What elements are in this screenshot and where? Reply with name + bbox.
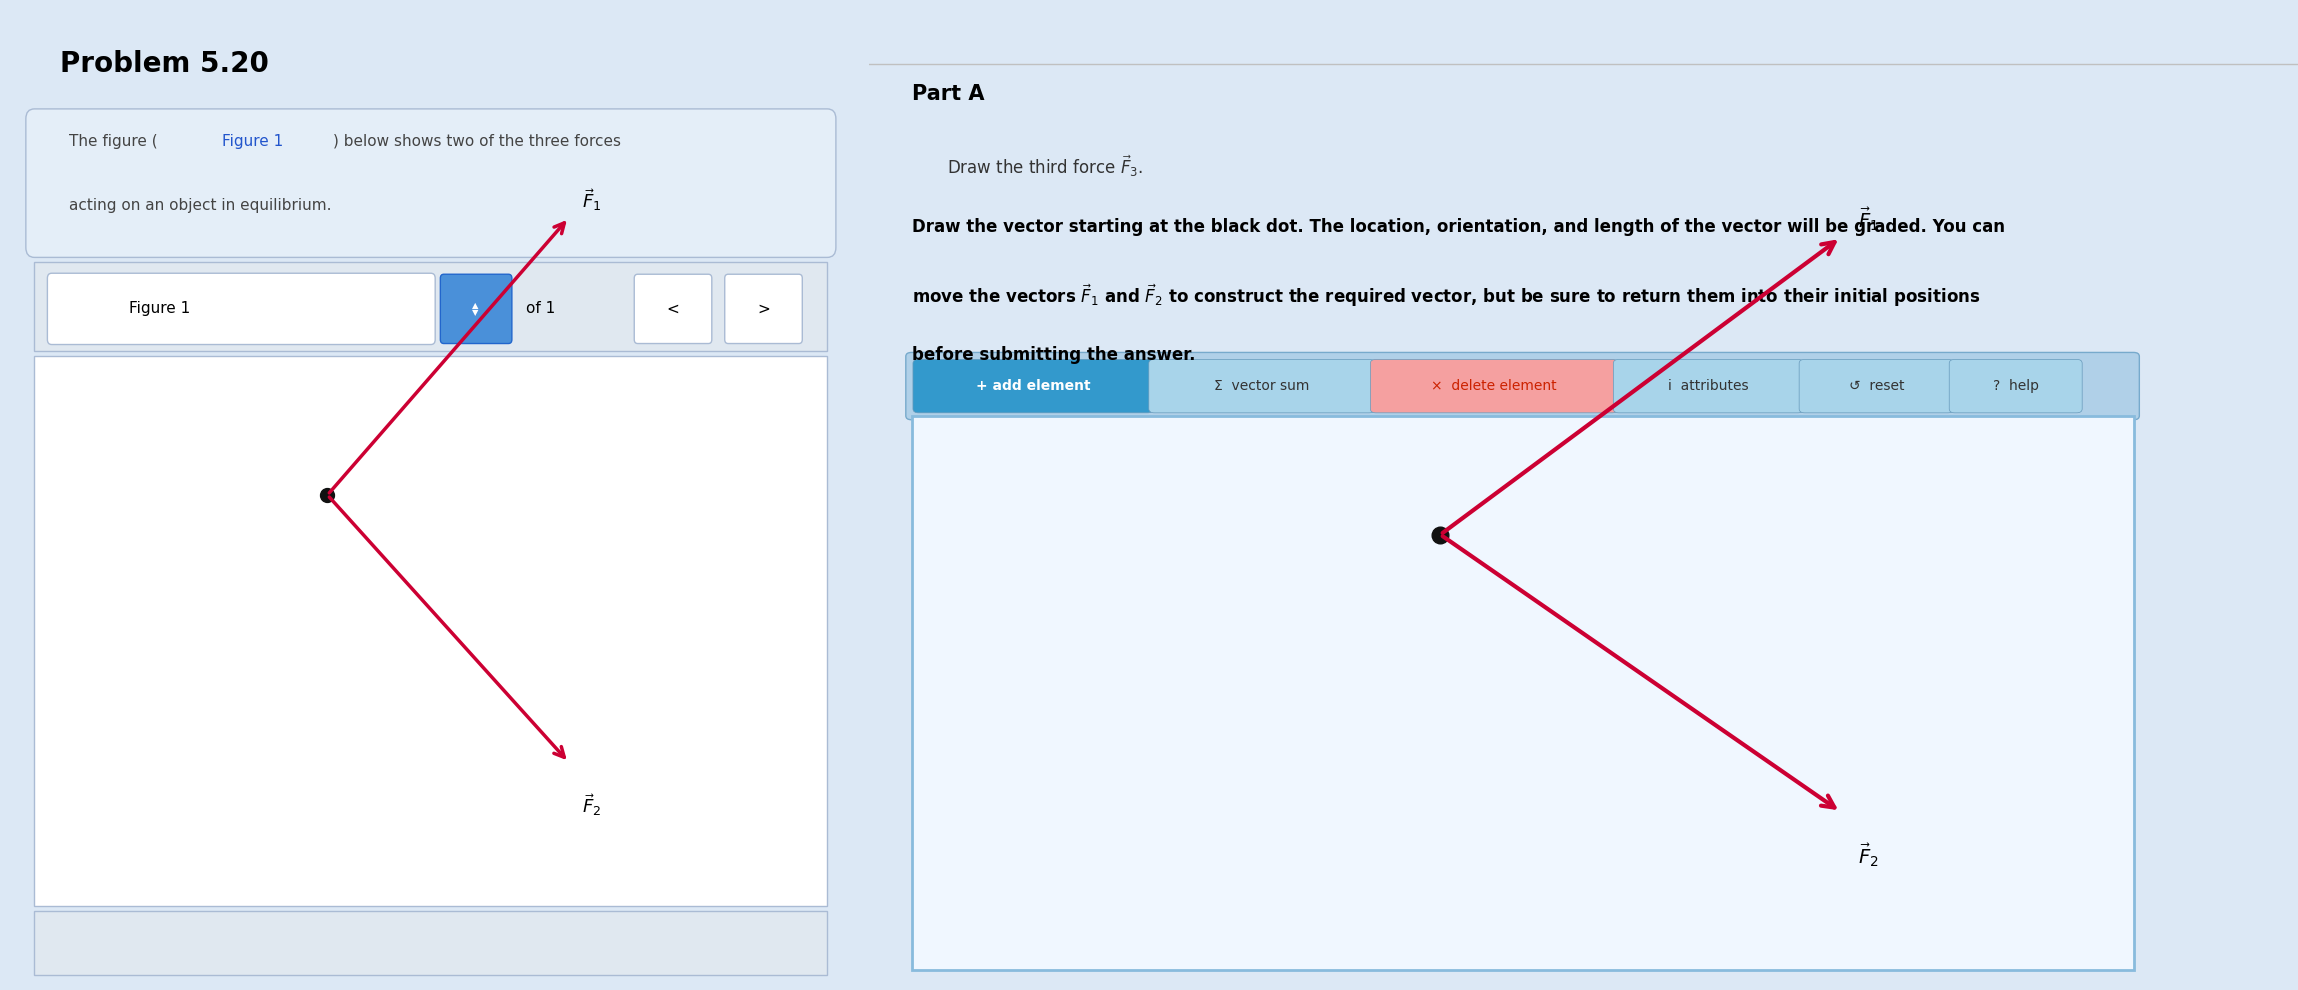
Text: <: < (666, 301, 680, 317)
Text: Figure 1: Figure 1 (129, 301, 191, 317)
Text: i  attributes: i attributes (1668, 379, 1749, 393)
FancyBboxPatch shape (724, 274, 802, 344)
FancyBboxPatch shape (441, 274, 512, 344)
FancyBboxPatch shape (34, 356, 827, 906)
FancyBboxPatch shape (1799, 359, 1953, 413)
Text: Problem 5.20: Problem 5.20 (60, 50, 269, 77)
FancyBboxPatch shape (1370, 359, 1618, 413)
FancyBboxPatch shape (905, 352, 2139, 420)
Text: $\vec{F}_1$: $\vec{F}_1$ (1857, 205, 1877, 233)
Text: ?  help: ? help (1992, 379, 2038, 393)
Text: move the vectors $\vec{F}_1$ and $\vec{F}_2$ to construct the required vector, b: move the vectors $\vec{F}_1$ and $\vec{F… (912, 282, 1981, 309)
Text: Draw the vector starting at the black dot. The location, orientation, and length: Draw the vector starting at the black do… (912, 218, 2004, 236)
Text: Σ  vector sum: Σ vector sum (1213, 379, 1310, 393)
FancyBboxPatch shape (912, 359, 1154, 413)
Text: $\vec{F}_1$: $\vec{F}_1$ (581, 187, 602, 213)
Text: ) below shows two of the three forces: ) below shows two of the three forces (333, 134, 620, 148)
Text: before submitting the answer.: before submitting the answer. (912, 346, 1195, 364)
FancyBboxPatch shape (634, 274, 712, 344)
Text: Draw the third force $\vec{F}_3$.: Draw the third force $\vec{F}_3$. (947, 153, 1144, 179)
Text: + add element: + add element (977, 379, 1089, 393)
FancyBboxPatch shape (34, 911, 827, 975)
Text: Figure 1: Figure 1 (223, 134, 283, 148)
Text: >: > (756, 301, 770, 317)
FancyBboxPatch shape (912, 416, 2133, 970)
FancyBboxPatch shape (1949, 359, 2082, 413)
Text: ×  delete element: × delete element (1432, 379, 1556, 393)
Text: acting on an object in equilibrium.: acting on an object in equilibrium. (69, 198, 331, 213)
FancyBboxPatch shape (48, 273, 434, 345)
FancyBboxPatch shape (25, 109, 836, 257)
FancyBboxPatch shape (34, 262, 827, 351)
Text: ▲
▼: ▲ ▼ (473, 301, 478, 317)
Text: The figure (: The figure ( (69, 134, 159, 148)
Text: Part A: Part A (912, 84, 984, 104)
FancyBboxPatch shape (1613, 359, 1804, 413)
Text: $\vec{F}_2$: $\vec{F}_2$ (1857, 842, 1877, 869)
Text: ↺  reset: ↺ reset (1848, 379, 1905, 393)
Text: of 1: of 1 (526, 301, 554, 317)
FancyBboxPatch shape (1149, 359, 1374, 413)
Text: $\vec{F}_2$: $\vec{F}_2$ (581, 792, 602, 818)
